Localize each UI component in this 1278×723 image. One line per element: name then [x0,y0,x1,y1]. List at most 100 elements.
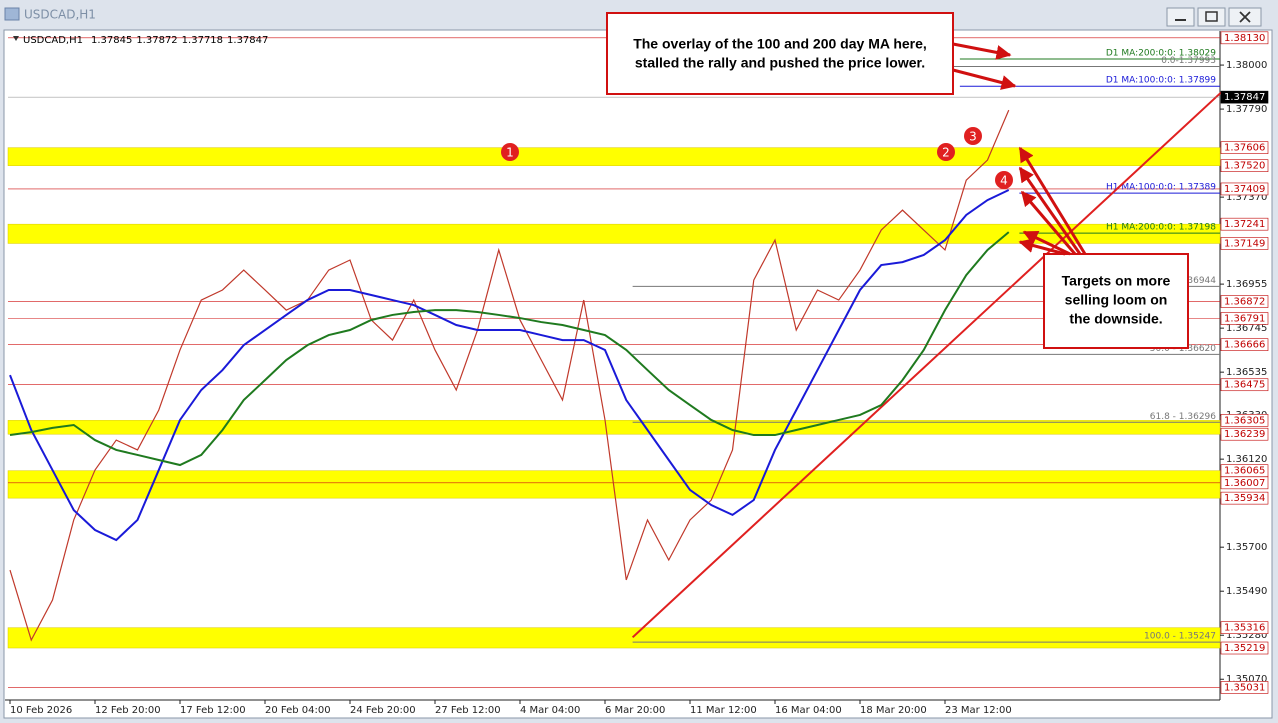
series-line [9,189,1010,542]
x-tick-label: 11 Mar 12:00 [690,705,757,716]
zone [7,627,1221,649]
restore-button[interactable] [1197,7,1226,27]
level-label-box [1220,159,1269,172]
level-label: 1.36791 [1224,313,1265,324]
y-tick-label: 1.36955 [1226,279,1267,290]
window-icon [4,7,20,21]
level-label-box [1220,476,1269,490]
level-label-box [1220,621,1269,634]
level-label: 1.37241 [1224,219,1265,230]
callout-text: selling loom on [1065,292,1168,308]
callout-text: Targets on more [1062,273,1171,289]
restore-icon [1205,11,1218,22]
level-label-box [1220,427,1269,441]
level-label: 1.36475 [1224,380,1265,391]
level-label-box [1220,491,1269,505]
callout-bottom: Targets on more selling loom on the down… [1018,146,1189,349]
level-label-box [1220,237,1269,250]
y-tick-label: 1.36120 [1226,454,1267,465]
symbol-info: USDCAD,H1 1.37845 1.37872 1.37718 1.37847 [23,35,268,46]
marker [937,143,955,161]
level-label: 1.35219 [1224,643,1265,654]
y-tick-label: 1.38000 [1226,60,1267,71]
arrow [1018,238,1066,256]
callout-box [606,12,954,95]
callout-text: stalled the rally and pushed the price l… [635,55,925,71]
level-label-box [1220,414,1269,427]
y-tick-label: 1.35070 [1226,674,1267,685]
callout-box [1043,253,1189,349]
minimize-button[interactable] [1166,7,1195,27]
symbol-icon [13,36,19,41]
x-tick-label: 17 Feb 12:00 [180,705,246,716]
zone [7,223,1221,244]
zone [7,147,1221,166]
window-title: USDCAD,H1 [24,8,96,22]
y-tick-label: 1.37370 [1226,192,1267,203]
indicator-label: 100.0 - 1.35247 [1144,632,1216,642]
indicator-label: 0.0-1.37993 [1161,56,1216,66]
series-line [9,231,1010,467]
level-label: 1.36065 [1224,466,1265,477]
callout-text: The overlay of the 100 and 200 day MA he… [633,36,927,52]
arrow [1020,190,1077,255]
x-tick-label: 12 Feb 20:00 [95,705,161,716]
level-label-box [1220,31,1269,45]
level-label: 1.36666 [1224,340,1265,351]
level-label-box [1220,378,1269,392]
level-label-box [1220,182,1269,196]
marker-label: 1 [506,146,514,160]
y-tick-label: 1.37790 [1226,104,1267,115]
zone [7,420,1221,435]
level-label: 1.36239 [1224,429,1265,440]
level-label-box [1220,312,1269,325]
y-tick-label: 1.36745 [1226,323,1267,334]
marker [501,143,519,161]
arrow [952,68,1017,90]
level-label-box [1220,338,1269,351]
indicator-label: 61.8 - 1.36296 [1150,412,1216,422]
marker [995,171,1013,189]
markers: 1 2 3 4 [501,127,1013,189]
chart-area [3,29,1273,719]
x-tick-label: 4 Mar 04:00 [520,705,580,716]
indicator-label: 1.36944 [1179,276,1216,286]
y-tick-label: 1.35280 [1226,630,1267,641]
x-tick-label: 24 Feb 20:00 [350,705,416,716]
level-label: 1.36872 [1224,297,1265,308]
marker [964,127,982,145]
x-tick-label: 20 Feb 04:00 [265,705,331,716]
level-label: 1.37520 [1224,161,1265,172]
x-tick-label: 6 Mar 20:00 [605,705,665,716]
level-label: 1.36007 [1224,478,1265,489]
level-label: 1.38130 [1224,33,1265,44]
level-label-box [1220,681,1269,694]
arrow [1018,146,1087,255]
level-label: 1.37409 [1224,184,1265,195]
x-tick-label: 18 Mar 20:00 [860,705,927,716]
x-tick-label: 10 Feb 2026 [10,705,72,716]
y-tick-label: 1.35490 [1226,586,1267,597]
series-line [9,109,1010,642]
arrow [952,42,1012,60]
x-tick-label: 23 Mar 12:00 [945,705,1012,716]
indicator-label: H1 MA:100:0:0: 1.37389 [1106,183,1216,193]
level-label: 1.35031 [1224,682,1265,693]
y-tick-label: 1.36535 [1226,367,1267,378]
level-label-box [1220,90,1269,104]
level-label-box [1220,217,1269,231]
arrow [1018,166,1082,255]
window-buttons[interactable] [1166,7,1262,27]
level-label: 1.36305 [1224,415,1265,426]
x-tick-label: 16 Mar 04:00 [775,705,842,716]
arrow [1022,230,1071,256]
callout-top: The overlay of the 100 and 200 day MA he… [606,12,1017,95]
level-label: 1.35316 [1224,623,1265,634]
level-label: 1.37606 [1224,143,1265,154]
marker-label: 3 [969,130,977,144]
level-label: 1.37149 [1224,238,1265,249]
indicator-label: D1 MA:100:0:0: 1.37899 [1106,76,1216,86]
y-tick-label: 1.35700 [1226,542,1267,553]
axis-labels: 1.38000 1.37790 1.37370 1.36955 1.36745 1.365… [9,31,1269,716]
